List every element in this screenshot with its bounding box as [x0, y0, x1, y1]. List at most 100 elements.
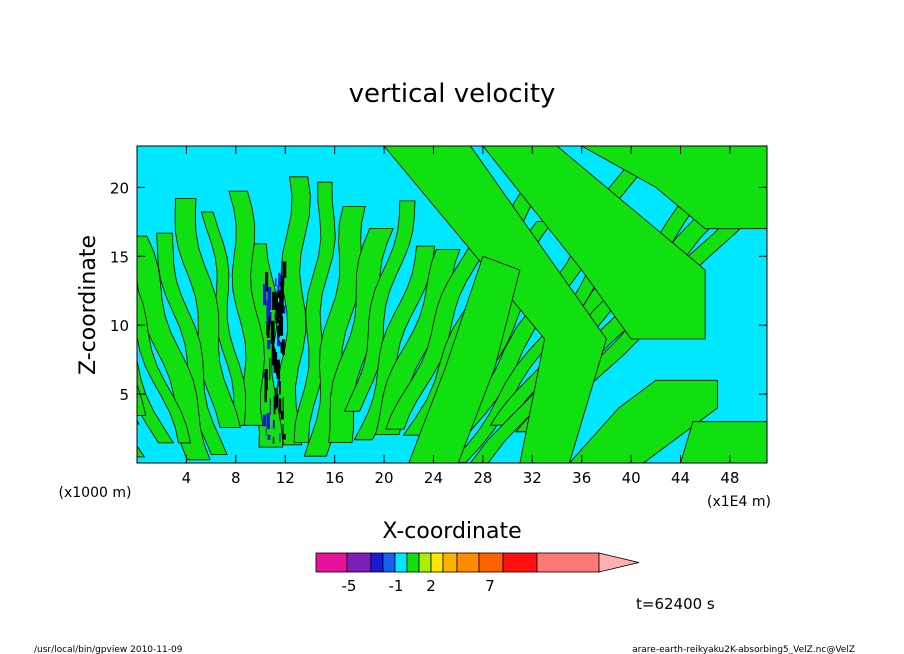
field-core-cell	[272, 291, 276, 310]
x-tick-label: 8	[231, 469, 241, 487]
field-core-cell	[264, 369, 268, 391]
field-core-cell	[269, 398, 271, 415]
footer-left: /usr/local/bin/gpview 2010-11-09	[34, 645, 183, 654]
colorbar-segment	[382, 552, 396, 573]
field-core-cell	[276, 359, 281, 380]
x-tick-label: 32	[523, 469, 542, 487]
y-axis: 5 10 15 20	[110, 179, 767, 404]
y-axis-label: Z-coordinate	[76, 235, 101, 375]
field-core-cell	[275, 278, 277, 287]
field-band	[0, 157, 86, 414]
colorbar-labels: -5 -1 2 7	[342, 577, 495, 595]
field-core-cell	[278, 272, 281, 287]
field-band	[137, 286, 191, 444]
field-core-cell	[269, 358, 271, 380]
x-tick-label: 40	[622, 469, 641, 487]
colorbar-segment	[502, 552, 538, 573]
field-core-cell	[277, 325, 280, 338]
field-band	[200, 211, 247, 426]
x-axis-label: X-coordinate	[382, 519, 521, 544]
x-tick-label: 24	[424, 469, 443, 487]
field-core-cell	[279, 315, 284, 336]
field-core-cell	[266, 300, 270, 320]
x-tick-label: 36	[572, 469, 591, 487]
time-label: t=62400 s	[636, 595, 715, 613]
field-band	[228, 190, 265, 426]
colorbar-segment	[442, 552, 458, 573]
x-tick-label: 12	[276, 469, 295, 487]
field-core-cell	[263, 284, 267, 306]
field-core-cell	[270, 320, 275, 344]
field-core-cell	[281, 433, 286, 440]
field-core-cell	[274, 387, 277, 410]
field-region	[482, 146, 706, 340]
x-tick-label: 44	[671, 469, 690, 487]
y-tick-label: 15	[110, 248, 129, 266]
field-core-cell	[267, 287, 272, 310]
field-core-cell	[268, 316, 271, 327]
field-core-cell	[282, 397, 284, 414]
colorbar-label: 2	[426, 577, 436, 595]
y-tick-label: 20	[110, 179, 129, 197]
colorbar-label: -1	[389, 577, 404, 595]
field-core-cell	[282, 261, 287, 278]
field-core-cell	[273, 351, 278, 373]
field-core-cell	[277, 340, 281, 347]
field-core-cell	[279, 290, 283, 310]
colorbar-segment	[478, 552, 504, 573]
field-band	[137, 445, 146, 458]
colorbar-segment	[418, 552, 432, 573]
colorbar-segment	[315, 552, 348, 573]
field-core-cell	[271, 342, 274, 366]
colorbar-segment	[346, 552, 372, 573]
field-band	[137, 359, 175, 444]
y-tick-label: 5	[119, 386, 129, 404]
colorbar-segment	[536, 552, 600, 573]
field-core-cell	[279, 433, 281, 442]
field-band	[0, 200, 43, 452]
x-tick-label: 28	[473, 469, 492, 487]
field-core-cell	[274, 293, 278, 310]
field-core-cell	[266, 412, 270, 430]
x-tick-label: 4	[182, 469, 192, 487]
field-core-cell	[281, 339, 285, 355]
colorbar-segment	[394, 552, 408, 573]
x-axis: 4 8 12 16 20 24 28 32 36 40 44 48	[182, 146, 739, 487]
field-core-cell	[272, 346, 275, 353]
field-band	[137, 383, 147, 416]
y-tick-label: 10	[110, 317, 129, 335]
field-core-cell	[263, 414, 267, 427]
field-region	[408, 255, 521, 463]
chart-title: vertical velocity	[349, 79, 556, 109]
field-region	[680, 421, 767, 463]
x-tick-label: 16	[325, 469, 344, 487]
field-region	[568, 379, 718, 463]
colorbar-label: -5	[342, 577, 357, 595]
field-core-cell	[279, 381, 281, 395]
x-tick-label: 48	[720, 469, 739, 487]
x-unit-label: (x1E4 m)	[707, 494, 771, 510]
colorbar-arrow	[598, 552, 640, 573]
x-tick-label: 20	[375, 469, 394, 487]
plot-area	[0, 146, 767, 463]
field-band	[0, 158, 67, 461]
field-core-cell	[275, 302, 280, 324]
field-region	[383, 146, 607, 463]
field-core-cell	[280, 274, 282, 285]
field-core-cell	[264, 385, 267, 403]
velocity-field	[0, 146, 767, 463]
field-core-cell	[267, 340, 271, 350]
field-band	[137, 235, 211, 461]
field-core-cell	[272, 422, 275, 429]
field-core-cell	[282, 424, 284, 437]
colorbar-segment	[370, 552, 384, 573]
field-core-cell	[274, 313, 278, 320]
field-core-cell	[273, 396, 276, 415]
plot-frame	[136, 145, 768, 464]
field-core-cell	[265, 277, 268, 291]
footer-right: arare-earth-reikyaku2K-absorbing5_VelZ.n…	[632, 645, 855, 654]
field-core-cell	[266, 320, 269, 336]
y-unit-label: (x1000 m)	[59, 485, 132, 501]
colorbar-segment	[406, 552, 420, 573]
